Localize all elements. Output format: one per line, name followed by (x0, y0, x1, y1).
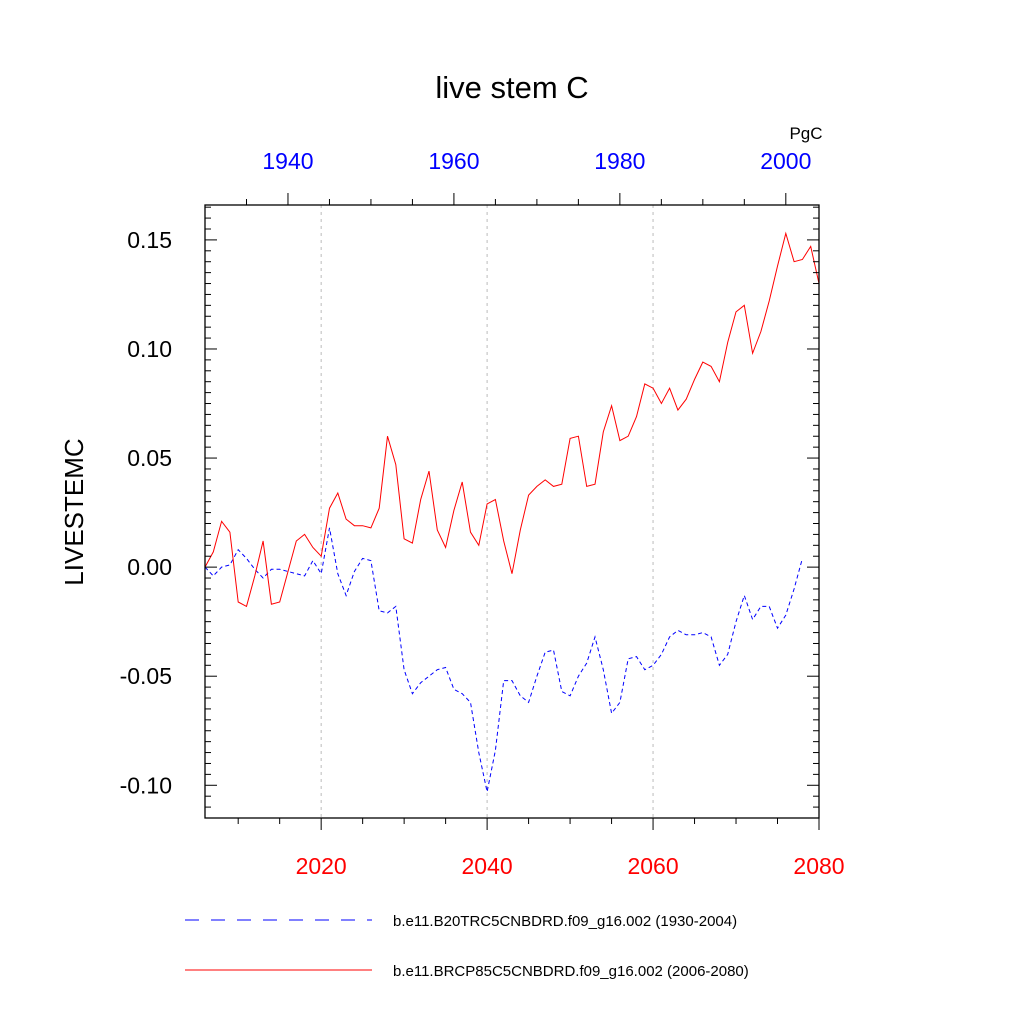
top-tick-label-2: 1980 (594, 148, 645, 174)
y-axis: 0.15 0.10 0.05 0.00 -0.05 -0.10 (120, 206, 819, 808)
top-tick-label-3: 2000 (760, 148, 811, 174)
legend: b.e11.B20TRC5CNBDRD.f09_g16.002 (1930-20… (185, 913, 749, 980)
plot-area-frame (204, 204, 820, 819)
top-tick-label-1: 1960 (428, 148, 479, 174)
series-line-0 (204, 527, 803, 792)
y-tick-label-4: -0.05 (120, 663, 172, 689)
bottom-tick-label-3: 2080 (793, 853, 844, 879)
series-lines (204, 231, 820, 792)
y-tick-label-5: -0.10 (120, 772, 172, 798)
y-axis-label: LIVESTEMC (59, 438, 89, 585)
legend-label-rcp85: b.e11.BRCP85C5CNBDRD.f09_g16.002 (2006-2… (393, 963, 749, 980)
series-line-1 (204, 231, 820, 608)
y-tick-label-2: 0.05 (127, 445, 172, 471)
bottom-tick-label-0: 2020 (296, 853, 347, 879)
chart-title: live stem C (435, 70, 588, 105)
y-tick-label-1: 0.10 (127, 336, 172, 362)
y-tick-label-0: 0.15 (127, 227, 172, 253)
gridlines (320, 205, 654, 818)
top-x-axis: 1940 1960 1980 2000 (245, 148, 811, 205)
top-tick-label-0: 1940 (262, 148, 313, 174)
units-label: PgC (789, 124, 822, 143)
y-tick-label-3: 0.00 (127, 554, 172, 580)
bottom-tick-label-2: 2060 (627, 853, 678, 879)
bottom-x-axis: 2020 2040 2060 2080 (237, 818, 845, 879)
legend-label-historical: b.e11.B20TRC5CNBDRD.f09_g16.002 (1930-20… (393, 913, 737, 930)
bottom-tick-label-1: 2040 (462, 853, 513, 879)
